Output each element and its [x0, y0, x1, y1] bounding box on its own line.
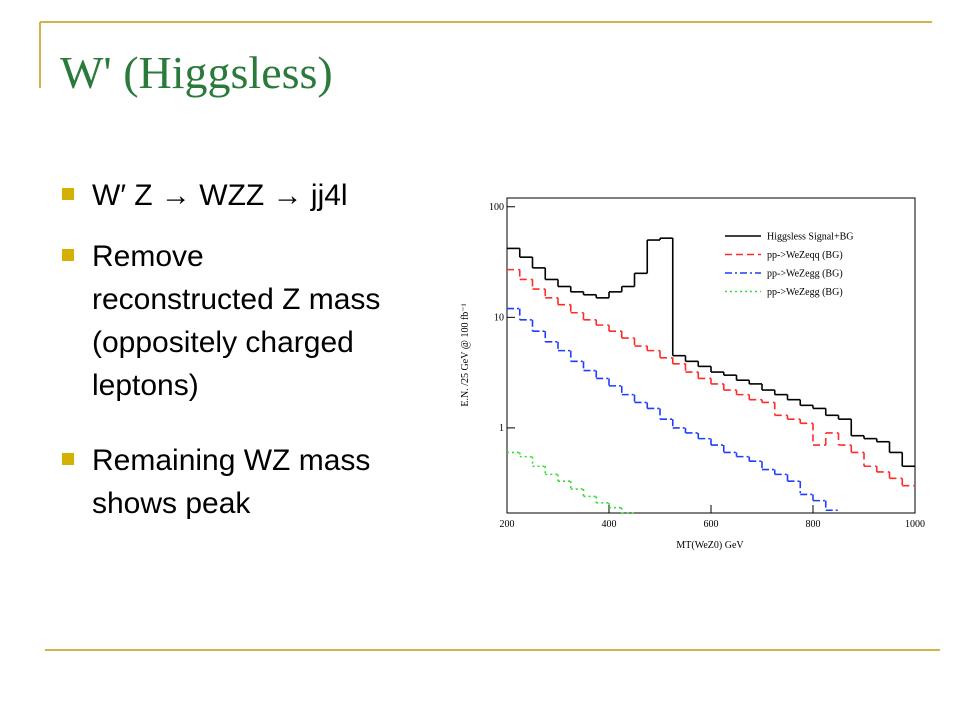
y-axis-label: E.N. /25 GeV @ 100 fb⁻¹	[460, 303, 471, 406]
bullet-text: shows peak	[92, 487, 251, 520]
legend-label: pp->WeZeqq (BG)	[767, 250, 843, 261]
x-tick-label: 800	[806, 519, 821, 530]
y-tick-label: 1	[499, 423, 504, 434]
slide-title: W' (Higgsless)	[60, 47, 333, 98]
bullet-text: leptons)	[92, 369, 199, 402]
bullet-text: W′ Z → WZZ → jj4l	[92, 179, 348, 212]
x-axis-label: MT(WeZ0) GeV	[676, 540, 744, 551]
bullet-text: Remaining WZ mass	[92, 444, 370, 477]
legend-label: Higgsless Signal+BG	[767, 232, 853, 243]
x-tick-label: 400	[602, 519, 617, 530]
bullet-marker	[62, 188, 74, 200]
y-tick-label: 10	[494, 312, 504, 323]
bullet-text: (oppositely charged	[92, 326, 354, 359]
bullet-marker	[62, 249, 74, 261]
x-tick-label: 1000	[905, 519, 925, 530]
bullet-text: Remove	[92, 240, 204, 273]
bullet-marker	[62, 453, 74, 465]
legend-label: pp->WeZegg (BG)	[767, 287, 843, 298]
y-tick-label: 100	[489, 202, 504, 213]
x-tick-label: 600	[704, 519, 719, 530]
x-tick-label: 200	[500, 519, 515, 530]
legend-label: pp->WeZegg (BG)	[767, 269, 843, 280]
bullet-text: reconstructed Z mass	[92, 283, 380, 316]
